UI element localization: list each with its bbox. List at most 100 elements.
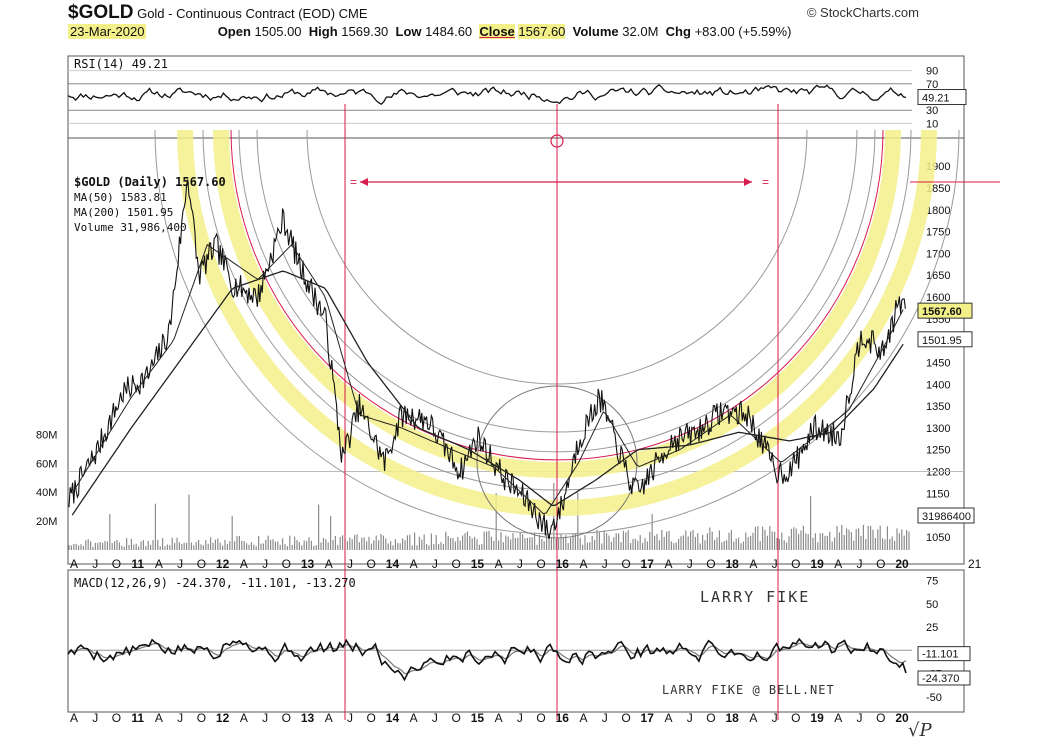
macd-panel-frame [67,569,965,713]
macd-xtick-38: O [876,711,885,725]
rsi-last-label: 49.21 [922,93,950,105]
volume-tick-20: 20M [36,516,57,528]
high-label: High [308,24,338,39]
price-last-box-0 [917,302,973,319]
price-tick-1400: 1400 [926,379,950,391]
macd-tick-50: 50 [926,599,938,611]
macd-tick-25: 25 [926,622,938,634]
price-xtick-23: 16 [556,557,570,571]
price-tick-1450: 1450 [926,357,950,369]
macd-tick--50: -50 [926,692,942,704]
macd-xtick-17: J [432,711,438,725]
macd-last-box-1 [917,670,971,686]
price-xtick-36: A [834,557,842,571]
price-xtick-22: O [536,557,545,571]
close-label: Close [479,24,515,39]
volume-tick-60: 60M [36,458,57,470]
macd-xtick-10: O [282,711,291,725]
macd-xtick-1: J [92,711,98,725]
price-xtick-18: O [451,557,460,571]
price-last-label-1: 1501.95 [922,335,962,347]
price-xtick-24: A [580,557,588,571]
macd-xtick-39: 20 [895,711,909,725]
macd-signal-line [67,642,907,675]
price-tick-1150: 1150 [926,488,950,500]
price-xtick-17: J [432,557,438,571]
price-xtick-26: O [621,557,630,571]
macd-xtick-14: O [367,711,376,725]
macd-xtick-8: A [240,711,248,725]
volume-tick-80: 80M [36,429,57,441]
price-xtick-33: J [772,557,778,571]
macd-xtick-13: J [347,711,353,725]
macd-xtick-2: O [112,711,121,725]
macd-xtick-18: O [451,711,460,725]
rsi-tick-90: 90 [926,66,938,78]
price-tick-1800: 1800 [926,205,950,217]
exchange: CME [338,6,368,21]
macd-line [67,637,907,682]
macd-xtick-0: A [70,711,78,725]
price-legend-3: Volume 31,986,400 [74,221,187,234]
price-xtick-1: J [92,557,98,571]
macd-xtick-36: A [834,711,842,725]
price-xtick-15: 14 [386,557,400,571]
macd-xtick-23: 16 [556,711,570,725]
price-xtick-14: O [367,557,376,571]
macd-xtick-31: 18 [725,711,739,725]
rsi-legend: RSI(14) 49.21 [74,57,168,71]
macd-xtick-24: A [580,711,588,725]
chart-header: $GOLD Gold - Continuous Contract (EOD) C… [68,2,368,24]
price-legend-2: MA(200) 1501.95 [74,206,173,219]
price-xtick-7: 12 [216,557,230,571]
close-value: 1567.60 [518,24,566,39]
price-xtick-2: O [112,557,121,571]
macd-xtick-33: J [772,711,778,725]
price-xtick-39: 20 [895,557,909,571]
signature-1: LARRY FIKE [700,588,810,606]
macd-xtick-9: J [262,711,268,725]
price-xtick-4: A [155,557,163,571]
macd-xtick-25: J [602,711,608,725]
macd-xtick-12: A [325,711,333,725]
price-xtick-37: J [857,557,863,571]
price-xtick-12: A [325,557,333,571]
price-tick-1300: 1300 [926,423,950,435]
price-xtick-28: A [664,557,672,571]
ma200-line [71,270,904,516]
red-arrow-head-left [360,178,368,186]
macd-xtick-22: O [536,711,545,725]
macd-xtick-4: A [155,711,163,725]
symbol: $GOLD [68,2,134,23]
macd-last-box-0 [917,646,971,662]
macd-xtick-21: J [517,711,523,725]
ma50-line [71,244,904,515]
price-xtick-21: J [517,557,523,571]
open-label: Open [217,24,251,39]
macd-xtick-34: O [791,711,800,725]
quote-date: 23-Mar-2020 [68,24,147,39]
rsi-tick-10: 10 [926,118,938,130]
macd-xtick-11: 13 [301,711,315,725]
price-xtick-35: 19 [810,557,824,571]
quote-row: 23-Mar-2020 Open 1505.00 High 1569.30 Lo… [68,24,791,39]
open-value: 1505.00 [254,24,302,39]
low-value: 1484.60 [425,24,473,39]
price-xtick-31: 18 [725,557,739,571]
price-xtick-10: O [282,557,291,571]
price-legend-1: MA(50) 1583.81 [74,191,167,204]
price-legend-0: $GOLD (Daily) 1567.60 [74,175,226,189]
macd-xtick-20: A [495,711,503,725]
price-xtick-6: O [197,557,206,571]
macd-xtick-15: 14 [386,711,400,725]
price-xtick-29: J [687,557,693,571]
macd-xtick-29: J [687,711,693,725]
volume-bars [68,482,910,550]
price-tick-1050: 1050 [926,532,950,544]
price-tick-1750: 1750 [926,227,950,239]
price-xtick-0: A [70,557,78,571]
price-xtick-8: A [240,557,248,571]
signature-2: LARRY FIKE @ BELL.NET [662,683,835,697]
macd-xtick-28: A [664,711,672,725]
